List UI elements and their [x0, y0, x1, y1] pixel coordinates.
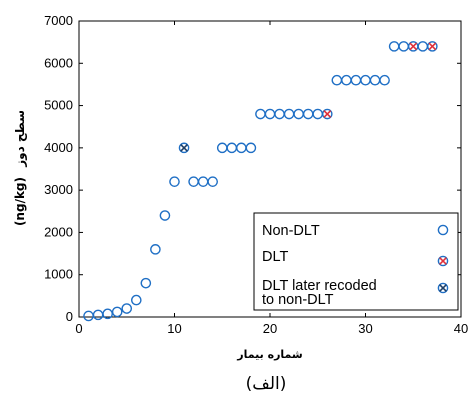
non-dlt-point: [83, 310, 94, 322]
non-dlt-point: [331, 74, 343, 86]
x-axis-label: شماره بیمار: [236, 348, 302, 361]
y-tick-label: 3000: [44, 182, 73, 197]
non-dlt-point: [150, 244, 161, 255]
non-dlt-point: [264, 108, 276, 120]
non-dlt-point: [388, 41, 400, 52]
y-tick-label: 5000: [44, 98, 73, 113]
non-dlt-point: [312, 108, 324, 120]
legend-label-recoded-line2: to non-DLT: [262, 292, 334, 308]
non-dlt-point: [236, 142, 247, 154]
y-tick-label: 6000: [44, 55, 73, 70]
x-tick-label: 40: [454, 321, 468, 336]
non-dlt-point: [245, 142, 257, 154]
dlt-point: [321, 108, 333, 120]
non-dlt-point: [216, 142, 228, 154]
dlt-point: [427, 41, 438, 52]
legend: Non-DLT DLT DLT later recoded to non-DLT: [253, 212, 459, 311]
y-axis-label-text: سطح دوز: [13, 110, 28, 168]
legend-label-recoded-line1: DLT later recoded: [262, 278, 377, 294]
non-dlt-point: [255, 108, 266, 120]
non-dlt-point: [92, 309, 104, 321]
legend-label-dlt: DLT: [262, 249, 288, 265]
non-dlt-point: [188, 176, 199, 187]
non-dlt-point: [102, 308, 113, 320]
non-dlt-point: [369, 74, 381, 86]
y-tick-label: 7000: [44, 13, 73, 28]
y-tick-label: 0: [66, 309, 73, 324]
y-tick-label: 4000: [44, 140, 73, 155]
non-dlt-point: [130, 294, 142, 306]
y-axis-label: (ng/kg) سطح دوز: [13, 110, 28, 226]
legend-marker-2: [437, 255, 449, 267]
legend-marker-1: [437, 224, 449, 236]
y-axis-label-units: (ng/kg): [13, 177, 27, 226]
non-dlt-point: [293, 108, 304, 120]
data-points: [83, 41, 438, 322]
x-tick-label: 0: [75, 321, 82, 336]
non-dlt-point: [350, 74, 362, 86]
y-tick-label: 1000: [44, 267, 73, 282]
non-dlt-point: [197, 176, 209, 187]
non-dlt-point: [159, 210, 171, 221]
non-dlt-point: [274, 108, 285, 120]
x-tick-label: 10: [167, 321, 181, 336]
dlt-point: [407, 41, 419, 52]
non-dlt-point: [283, 108, 295, 120]
non-dlt-point: [379, 74, 390, 86]
non-dlt-point: [140, 277, 152, 289]
non-dlt-point: [111, 306, 123, 318]
non-dlt-point: [121, 303, 133, 314]
x-tick-label: 30: [358, 321, 372, 336]
legend-marker-3: [437, 282, 449, 294]
non-dlt-point: [226, 142, 238, 154]
x-tick-label: 20: [263, 321, 277, 336]
legend-label-non-dlt: Non-DLT: [262, 223, 320, 239]
non-dlt-point: [207, 176, 218, 187]
non-dlt-point: [417, 41, 429, 52]
dlt-later-recoded-to-non-dlt-point: [178, 142, 190, 154]
non-dlt-point: [360, 74, 371, 86]
tick-group: 0 10 20 30 40 0 1000 2000 3000 4000 5000 6000 7000: [44, 13, 468, 336]
non-dlt-point: [169, 176, 180, 187]
non-dlt-point: [302, 108, 314, 120]
non-dlt-point: [341, 74, 352, 86]
non-dlt-point: [398, 41, 410, 52]
legend-box: [253, 212, 459, 311]
figure-caption: (الف): [246, 374, 287, 394]
y-tick-label: 2000: [44, 224, 73, 239]
